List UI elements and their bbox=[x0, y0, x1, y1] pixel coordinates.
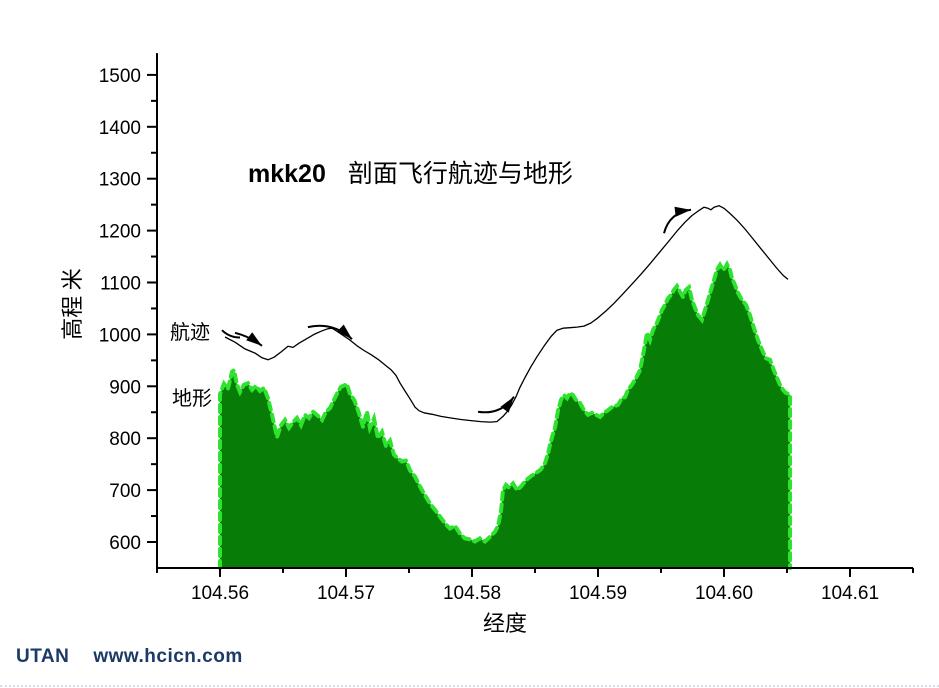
footer-url-link[interactable]: www.hcicn.com bbox=[93, 646, 243, 667]
x-tick-label: 104.58 bbox=[443, 583, 501, 604]
x-tick-label: 104.61 bbox=[821, 583, 879, 604]
y-tick-label: 1500 bbox=[99, 66, 141, 87]
arrowhead-icon bbox=[336, 324, 353, 340]
terrain-outline bbox=[218, 260, 792, 570]
x-axis-ticks: 104.56 104.57 104.58 104.59 104.60 104.61 bbox=[156, 567, 914, 604]
direction-arrows bbox=[221, 206, 692, 414]
footer-brand: UTAN bbox=[16, 646, 70, 667]
y-tick-label: 1400 bbox=[99, 118, 141, 139]
x-axis-title: 经度 bbox=[482, 611, 527, 636]
direction-arrow-curve bbox=[221, 329, 241, 339]
y-tick-label: 1100 bbox=[100, 274, 141, 295]
elevation-profile-chart: 104.56 104.57 104.58 104.59 104.60 104.61 600 7… bbox=[99, 53, 914, 604]
arrowhead-icon bbox=[500, 396, 514, 413]
x-tick-label: 104.60 bbox=[695, 583, 753, 604]
chart-title-prefix: mkk20 bbox=[248, 160, 326, 188]
bottom-divider bbox=[0, 685, 939, 687]
y-tick-label: 1200 bbox=[99, 222, 141, 243]
y-tick-label: 900 bbox=[109, 377, 141, 398]
y-tick-label: 1300 bbox=[99, 170, 141, 191]
y-axis-title: 高程 米 bbox=[60, 268, 85, 340]
x-tick-label: 104.56 bbox=[191, 583, 249, 604]
series-label-flight-path: 航迹 bbox=[170, 322, 210, 344]
arrowhead-icon bbox=[246, 332, 262, 346]
chart-title-text: 剖面飞行航迹与地形 bbox=[347, 161, 573, 188]
terrain-series bbox=[218, 260, 792, 570]
y-tick-label: 1000 bbox=[99, 325, 141, 346]
y-axis-ticks: 600 700 800 900 1000 1100 1200 1300 1400 1500 bbox=[99, 66, 157, 554]
x-tick-label: 104.57 bbox=[317, 583, 375, 604]
footer-watermark: UTAN www.hcicn.com bbox=[16, 646, 243, 668]
y-tick-label: 600 bbox=[109, 533, 141, 554]
x-tick-label: 104.59 bbox=[569, 583, 627, 604]
y-tick-label: 700 bbox=[109, 481, 141, 502]
arrowhead-icon bbox=[674, 206, 691, 217]
chart-title: mkk20 剖面飞行航迹与地形 bbox=[248, 154, 573, 190]
series-label-terrain: 地形 bbox=[172, 388, 212, 410]
y-tick-label: 800 bbox=[109, 429, 141, 450]
